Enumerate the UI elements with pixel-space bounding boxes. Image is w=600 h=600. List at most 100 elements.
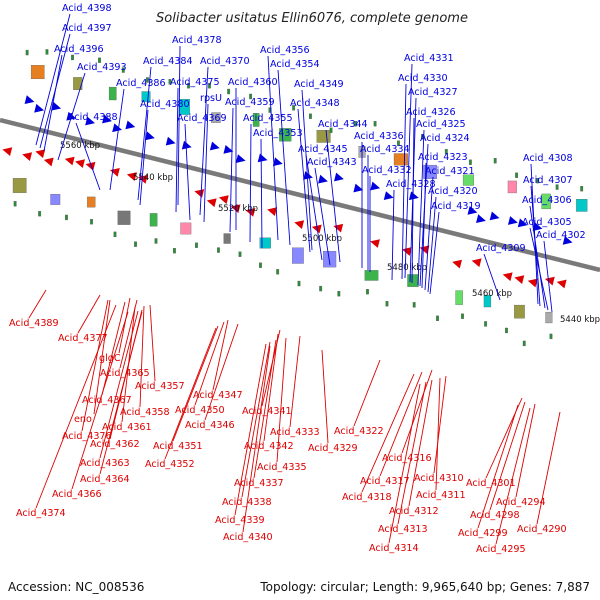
reverse-gene-label: Acid_4301	[466, 478, 516, 489]
forward-gene-label: Acid_4320	[428, 186, 478, 197]
forward-gene-arrow	[303, 171, 313, 180]
reverse-gene-arrow	[206, 198, 217, 208]
reverse-gene-arrow	[556, 279, 567, 289]
forward-gene-arrow	[34, 103, 45, 113]
feature-block	[117, 210, 131, 225]
reverse-gene-label: Acid_4364	[80, 474, 130, 485]
forward-leader-line	[267, 55, 279, 241]
feature-block	[252, 113, 260, 127]
forward-gene-arrow	[476, 214, 486, 224]
reverse-gene-arrow	[527, 278, 538, 288]
feature-block	[45, 49, 49, 55]
feature-block	[195, 242, 198, 248]
reverse-gene-label: Acid_4337	[234, 478, 284, 489]
forward-gene-arrow	[562, 235, 573, 245]
reverse-leader-line	[397, 381, 427, 525]
reverse-gene-label: Acid_4290	[517, 524, 567, 535]
reverse-leader-line	[515, 403, 536, 498]
feature-block	[211, 112, 221, 123]
forward-gene-label: Acid_4369	[177, 113, 227, 124]
reverse-gene-label: Acid_4346	[185, 420, 235, 431]
feature-block	[396, 140, 400, 146]
reverse-gene-label: Acid_4347	[193, 390, 243, 401]
reverse-gene-arrow	[35, 149, 46, 159]
reverse-gene-label: Acid_4352	[145, 459, 195, 470]
forward-gene-arrow	[51, 101, 62, 111]
feature-block	[50, 193, 61, 205]
forward-leader-line	[529, 205, 546, 309]
feature-tracks	[2, 49, 588, 347]
reverse-gene-arrow	[294, 220, 305, 229]
reverse-leader-line	[241, 341, 271, 498]
feature-block	[393, 153, 408, 166]
kbp-tick-label: 5560 kbp	[60, 141, 100, 151]
forward-gene-arrow	[85, 116, 95, 126]
feature-block	[149, 213, 158, 227]
forward-gene-label: Acid_4309	[476, 243, 526, 254]
forward-gene-label: Acid_4345	[298, 144, 348, 155]
reverse-leader-line	[361, 373, 415, 493]
forward-gene-label: Acid_4397	[62, 23, 112, 34]
forward-leader-line	[404, 63, 413, 279]
forward-gene-label: Acid_4375	[170, 77, 220, 88]
forward-leader-line	[75, 122, 101, 191]
feature-block	[319, 285, 323, 292]
feature-block	[337, 291, 341, 297]
forward-gene-arrow	[408, 191, 419, 201]
feature-block	[461, 313, 464, 319]
forward-gene-label: Acid_4324	[420, 133, 470, 144]
forward-gene-label: Acid_4343	[307, 157, 357, 168]
reverse-gene-label: Acid_4316	[382, 453, 432, 464]
reverse-gene-label: Acid_4310	[414, 473, 464, 484]
feature-block	[385, 301, 389, 307]
reverse-gene-label: Acid_4361	[102, 422, 152, 433]
forward-leader-line	[277, 69, 291, 246]
forward-gene-arrow	[144, 131, 155, 141]
reverse-gene-label: Acid_4362	[90, 439, 140, 450]
forward-gene-arrow	[165, 136, 176, 146]
feature-block	[576, 199, 588, 212]
feature-block	[71, 54, 74, 61]
forward-leader-line	[297, 108, 311, 253]
forward-leader-line	[35, 13, 71, 146]
reverse-gene-arrow	[370, 239, 380, 248]
reverse-leader-line	[401, 369, 433, 454]
reverse-gene-label: Acid_4299	[458, 528, 508, 539]
feature-block	[38, 211, 42, 217]
feature-block	[484, 321, 488, 327]
forward-leader-line	[177, 45, 181, 206]
reverse-leader-line	[81, 299, 109, 432]
forward-leader-line	[429, 211, 440, 295]
forward-gene-label: rpsU	[200, 93, 222, 104]
feature-block	[217, 247, 220, 253]
reverse-leader-line	[93, 299, 111, 415]
reverse-leader-line	[489, 401, 526, 511]
forward-gene-arrow	[181, 140, 192, 150]
reverse-gene-arrow	[471, 258, 482, 268]
feature-block	[90, 219, 93, 225]
forward-gene-arrow	[102, 114, 112, 124]
reverse-gene-label: Acid_4339	[215, 515, 265, 526]
forward-leader-line	[184, 123, 191, 221]
reverse-gene-label: Acid_4294	[496, 497, 546, 508]
forward-gene-label: Acid_4359	[225, 97, 275, 108]
reverse-gene-label: Acid_4366	[52, 489, 102, 500]
forward-gene-label: Acid_4326	[406, 107, 456, 118]
reverse-gene-label: Acid_4322	[334, 426, 384, 437]
gene-labels: Acid_4398 Acid_4397 Acid_4396 Acid_4393 Acid…	[9, 3, 586, 555]
reverse-gene-arrow	[64, 156, 75, 166]
forward-gene-label: Acid_4328	[386, 179, 436, 190]
forward-gene-label: Acid_4344	[318, 119, 368, 130]
reverse-gene-label: Acid_4367	[82, 395, 132, 406]
reverse-gene-label: Acid_4298	[470, 510, 520, 521]
reverse-leader-line	[164, 327, 217, 460]
reverse-gene-arrow	[502, 272, 513, 282]
forward-leader-line	[109, 88, 125, 191]
reverse-gene-arrow	[126, 172, 137, 181]
forward-leader-line	[203, 103, 209, 223]
forward-gene-label: Acid_4370	[200, 56, 250, 67]
feature-block	[98, 57, 101, 63]
feature-block	[113, 231, 117, 238]
forward-leader-line	[483, 253, 501, 301]
forward-gene-arrow	[112, 123, 123, 133]
